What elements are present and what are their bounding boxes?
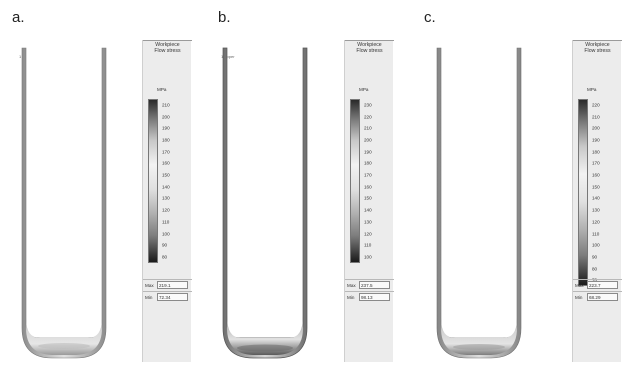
min-readout-b: Min 98.13	[345, 291, 394, 303]
colorbar-b	[350, 99, 360, 263]
colorbar-tick-label: 90	[592, 254, 598, 260]
colorbar-tick-label: 160	[162, 160, 170, 166]
panel-label-b: b.	[218, 9, 231, 26]
max-readout-c: Max 223.7	[573, 279, 622, 291]
min-readout-c: Min 68.29	[573, 291, 622, 303]
vessel-b	[219, 46, 311, 362]
colorbar-tick-label: 200	[364, 137, 372, 143]
colorbar-tick-label: 100	[592, 242, 600, 248]
colorbar-tick-label: 180	[592, 149, 600, 155]
min-label-c: Min	[575, 295, 583, 300]
colorbar-ticks-c: 220 210 200 190 180 170 160 150 140 130 120 110 100 9…	[592, 99, 620, 286]
colorbar-tick-label: 190	[162, 125, 170, 131]
legend-a: Workpiece Flow stress MPa 210 200 190 180 17…	[142, 40, 192, 362]
max-value-field-b: 237.5	[359, 281, 390, 289]
legend-title-a: Workpiece	[155, 42, 180, 48]
vessel-c	[433, 46, 525, 362]
min-label-a: Min	[145, 295, 153, 300]
legend-subtitle-c: Flow stress	[584, 48, 611, 54]
colorbar-c	[578, 99, 588, 286]
min-value-field-a: 72.34	[157, 293, 188, 301]
min-label-b: Min	[347, 295, 355, 300]
legend-title-c: Workpiece	[585, 42, 610, 48]
colorbar-tick-label: 200	[162, 114, 170, 120]
colorbar-tick-label: 220	[364, 114, 372, 120]
colorbar-tick-label: 170	[364, 172, 372, 178]
legend-subtitle-b: Flow stress	[356, 48, 383, 54]
legend-title-b: Workpiece	[357, 42, 382, 48]
colorbar-tick-label: 110	[364, 242, 372, 248]
max-label-b: Max	[347, 283, 356, 288]
colorbar-tick-label: 210	[592, 114, 600, 120]
colorbar-tick-label: 100	[162, 231, 170, 237]
legend-header-a: Workpiece Flow stress	[143, 40, 192, 54]
colorbar-tick-label: 110	[162, 219, 170, 225]
legend-subtitle-a: Flow stress	[154, 48, 181, 54]
colorbar-tick-label: 160	[592, 172, 600, 178]
min-value-field-c: 68.29	[587, 293, 618, 301]
colorbar-tick-label: 190	[364, 149, 372, 155]
colorbar-tick-label: 100	[364, 254, 372, 260]
colorbar-tick-label: 140	[592, 195, 600, 201]
panel-label-a: a.	[12, 9, 25, 26]
colorbar-tick-label: 80	[592, 266, 598, 272]
min-readout-a: Min 72.34	[143, 291, 192, 303]
legend-c: Workpiece Flow stress MPa 220 210 200 190 18…	[572, 40, 622, 362]
legend-unit-a: MPa	[157, 87, 167, 92]
legend-unit-b: MPa	[359, 87, 369, 92]
colorbar-tick-label: 120	[364, 231, 372, 237]
colorbar-tick-label: 230	[364, 102, 372, 108]
colorbar-tick-label: 140	[364, 207, 372, 213]
colorbar-tick-label: 120	[592, 219, 600, 225]
colorbar-tick-label: 130	[162, 195, 170, 201]
colorbar-tick-label: 120	[162, 207, 170, 213]
colorbar-tick-label: 190	[592, 137, 600, 143]
corner-mark-a: 1	[19, 54, 22, 59]
colorbar-tick-label: 180	[162, 137, 170, 143]
colorbar-ticks-b: 230 220 210 200 190 180 170 160 150 140 130 120 110 1…	[364, 99, 392, 263]
colorbar-tick-label: 220	[592, 102, 600, 108]
max-label-a: Max	[145, 283, 154, 288]
colorbar-tick-label: 170	[162, 149, 170, 155]
colorbar-tick-label: 180	[364, 160, 372, 166]
colorbar-tick-label: 80	[162, 254, 168, 260]
max-value-field-a: 219.1	[157, 281, 188, 289]
colorbar-tick-label: 170	[592, 160, 600, 166]
colorbar-tick-label: 210	[162, 102, 170, 108]
legend-header-c: Workpiece Flow stress	[573, 40, 622, 54]
colorbar-ticks-a: 210 200 190 180 170 160 150 140 130 120 110 100 90 80	[162, 99, 190, 263]
colorbar-tick-label: 200	[592, 125, 600, 131]
colorbar-tick-label: 160	[364, 184, 372, 190]
colorbar-tick-label: 110	[592, 231, 600, 237]
legend-b: Workpiece Flow stress MPa 230 220 210 200 19…	[344, 40, 394, 362]
min-value-field-b: 98.13	[359, 293, 390, 301]
colorbar-tick-label: 150	[364, 195, 372, 201]
vessel-a	[18, 46, 110, 362]
colorbar-tick-label: 150	[592, 184, 600, 190]
colorbar-tick-label: 70	[592, 278, 597, 283]
max-value-field-c: 223.7	[587, 281, 618, 289]
colorbar-tick-label: 150	[162, 172, 170, 178]
colorbar-tick-label: 130	[592, 207, 600, 213]
max-label-c: Max	[575, 283, 584, 288]
colorbar-tick-label: 90	[162, 242, 168, 248]
panel-label-c: c.	[424, 9, 436, 26]
max-readout-b: Max 237.5	[345, 279, 394, 291]
colorbar-a	[148, 99, 158, 263]
colorbar-tick-label: 130	[364, 219, 372, 225]
max-readout-a: Max 219.1	[143, 279, 192, 291]
corner-mark-b: 1 upper	[221, 54, 235, 59]
legend-header-b: Workpiece Flow stress	[345, 40, 394, 54]
colorbar-tick-label: 210	[364, 125, 372, 131]
legend-unit-c: MPa	[587, 87, 597, 92]
colorbar-tick-label: 140	[162, 184, 170, 190]
